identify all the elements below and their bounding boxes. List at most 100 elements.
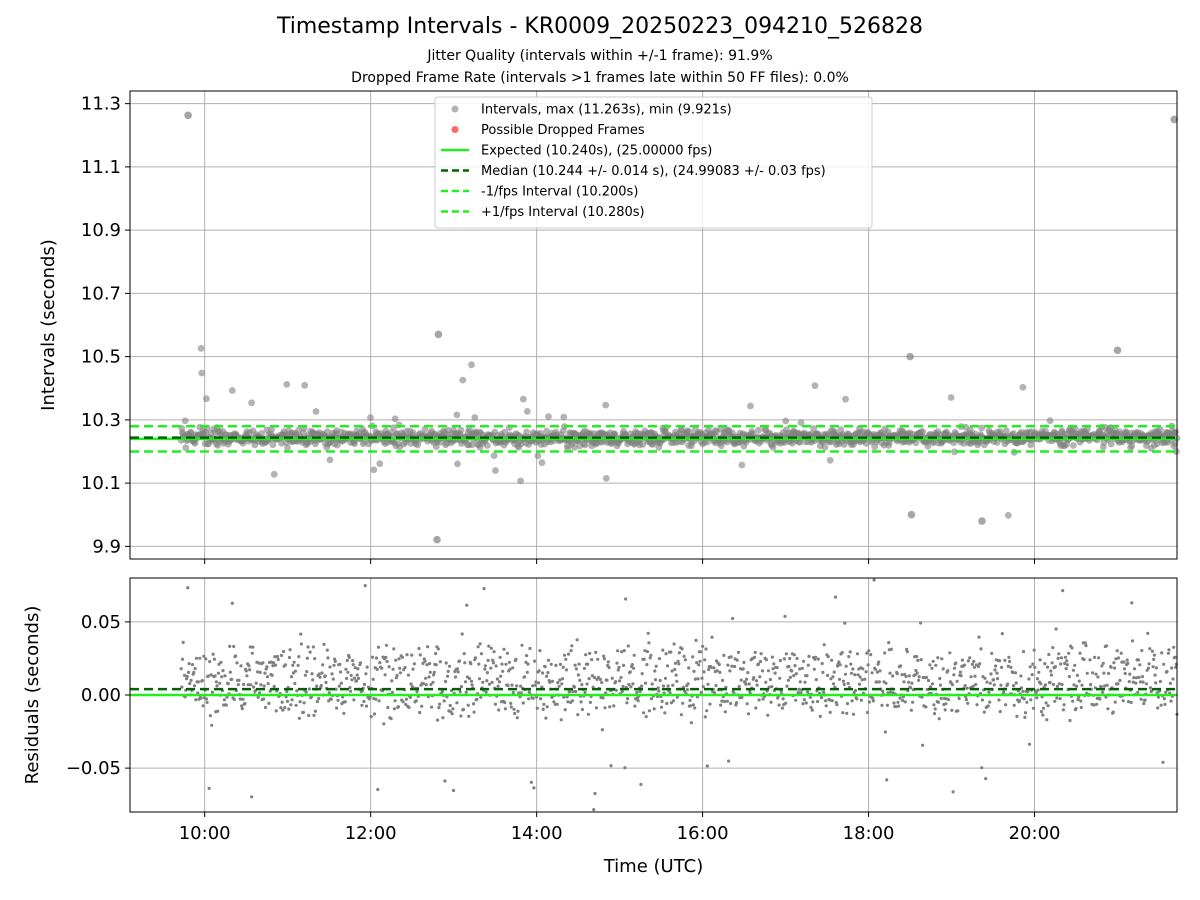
interval-outlier-point (184, 111, 192, 120)
residual-point (313, 709, 317, 713)
residual-point (371, 677, 375, 681)
residual-point (838, 663, 842, 667)
residual-point (570, 699, 575, 703)
interval-point (203, 395, 210, 403)
residual-point (871, 696, 875, 701)
residual-point (729, 701, 733, 706)
residual-point (1131, 680, 1135, 684)
interval-point (538, 459, 546, 467)
residual-point (1073, 663, 1077, 668)
interval-point (517, 477, 524, 485)
residual-point (1002, 690, 1006, 694)
residual-point (840, 651, 844, 655)
residual-point (451, 788, 456, 793)
residual-point (570, 644, 574, 648)
residual-point (618, 679, 622, 683)
residual-point (764, 658, 769, 662)
residual-point (539, 697, 543, 701)
residual-point (773, 671, 777, 675)
residual-point (1173, 655, 1177, 659)
residual-point (491, 661, 495, 665)
residual-point (509, 701, 513, 706)
residual-point (232, 644, 236, 649)
residual-point (537, 681, 541, 685)
residual-point (217, 662, 221, 666)
residual-point (409, 682, 413, 686)
residual-point (583, 690, 587, 695)
residual-point (230, 677, 234, 682)
residual-point (936, 656, 940, 660)
residual-point (985, 680, 989, 684)
residual-point (642, 657, 646, 661)
intervals-panel: 9.9 10.1 10.3 10.5 10.7 10.9 11.1 11.3 Interval… (38, 90, 1181, 564)
residual-point (206, 674, 210, 678)
residual-point (205, 700, 209, 705)
residual-point (754, 679, 759, 683)
residual-point (311, 645, 315, 649)
residual-point (778, 676, 782, 680)
residual-point (486, 658, 490, 663)
residual-point (372, 712, 377, 716)
residual-point (993, 668, 997, 672)
residual-point (758, 675, 762, 679)
residual-point (1071, 668, 1075, 672)
interval-point (1107, 440, 1115, 448)
residual-point (989, 672, 993, 676)
residuals-panel: 10:00 12:00 14:00 16:00 18:00 20:00 0.05 0.00 −0… (22, 577, 1179, 877)
interval-outlier-point (906, 352, 914, 361)
residual-point (917, 678, 921, 682)
residual-point (795, 656, 799, 661)
residual-point (242, 682, 246, 687)
residual-point (1105, 644, 1109, 648)
legend-label: Possible Dropped Frames (481, 123, 645, 138)
residual-point (689, 704, 693, 708)
residual-point (492, 650, 496, 654)
interval-point (370, 466, 378, 474)
residual-point (972, 659, 976, 664)
residual-point (748, 690, 752, 694)
residual-point (872, 578, 876, 582)
residual-point (293, 681, 297, 686)
residual-point (337, 684, 341, 688)
residual-point (516, 709, 520, 713)
residual-point (180, 657, 185, 661)
residual-point (380, 666, 384, 670)
residual-point (687, 666, 691, 670)
interval-point (269, 441, 277, 449)
residual-point (665, 664, 670, 668)
residual-point (842, 682, 846, 687)
residual-point (884, 681, 888, 685)
residual-point (850, 699, 854, 703)
residual-point (1030, 673, 1034, 677)
residual-point (666, 684, 670, 688)
residual-point (1128, 672, 1132, 676)
residual-point (288, 648, 292, 652)
residual-point (965, 686, 969, 690)
residual-point (1113, 700, 1117, 704)
residual-point (563, 708, 567, 712)
residual-point (432, 670, 436, 674)
residual-point (351, 663, 355, 667)
residual-point (576, 713, 580, 717)
residual-point (308, 650, 312, 654)
residual-point (1008, 659, 1012, 664)
residual-point (764, 680, 768, 684)
residual-point (744, 677, 749, 681)
residual-point (1041, 706, 1046, 710)
residual-point (982, 710, 986, 714)
residual-point (476, 645, 480, 649)
residual-point (351, 659, 355, 663)
residual-point (289, 675, 294, 679)
residual-point (1089, 683, 1093, 687)
residual-point (732, 691, 736, 695)
residual-point (959, 674, 963, 678)
residual-point (1053, 699, 1057, 703)
residual-point (496, 684, 500, 688)
residual-point (572, 685, 577, 689)
residual-point (1132, 676, 1136, 680)
residual-point (1070, 646, 1074, 650)
residual-point (247, 664, 251, 668)
residual-point (910, 681, 914, 685)
residual-point (543, 665, 547, 669)
residual-point (414, 699, 418, 703)
